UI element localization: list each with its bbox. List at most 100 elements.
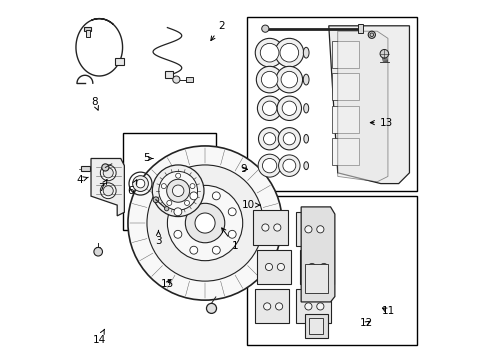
Bar <box>332 73 359 100</box>
Text: 8: 8 <box>91 97 98 110</box>
Circle shape <box>278 128 300 150</box>
Polygon shape <box>91 158 124 216</box>
FancyBboxPatch shape <box>255 289 289 323</box>
Circle shape <box>100 165 116 181</box>
Circle shape <box>316 303 323 310</box>
Text: 9: 9 <box>240 164 246 174</box>
Bar <box>81 166 89 171</box>
Text: 5: 5 <box>143 153 153 163</box>
FancyBboxPatch shape <box>296 289 330 323</box>
Bar <box>185 77 192 82</box>
Circle shape <box>94 247 102 256</box>
Bar <box>115 58 124 65</box>
FancyBboxPatch shape <box>296 212 330 246</box>
Circle shape <box>257 96 281 121</box>
Circle shape <box>316 226 323 233</box>
Text: 6: 6 <box>127 180 137 196</box>
Circle shape <box>308 264 315 271</box>
Circle shape <box>278 155 300 176</box>
FancyBboxPatch shape <box>253 211 287 244</box>
Circle shape <box>277 264 284 271</box>
Circle shape <box>304 303 311 310</box>
Circle shape <box>262 101 276 116</box>
Circle shape <box>167 185 242 261</box>
Circle shape <box>189 246 197 254</box>
FancyBboxPatch shape <box>300 250 333 284</box>
Circle shape <box>147 165 263 281</box>
Ellipse shape <box>303 104 308 113</box>
Circle shape <box>281 71 297 88</box>
Bar <box>308 318 323 334</box>
Bar <box>247 17 416 191</box>
Bar <box>247 196 416 345</box>
Circle shape <box>280 43 298 62</box>
Text: 4: 4 <box>76 175 88 185</box>
Ellipse shape <box>303 162 308 170</box>
Circle shape <box>172 76 180 83</box>
Circle shape <box>265 264 272 271</box>
Circle shape <box>228 230 236 238</box>
Circle shape <box>367 31 375 39</box>
Text: 2: 2 <box>210 21 224 41</box>
Circle shape <box>174 208 182 216</box>
Circle shape <box>261 224 268 231</box>
Circle shape <box>212 192 220 200</box>
Circle shape <box>132 176 148 192</box>
Circle shape <box>212 246 220 254</box>
Circle shape <box>273 224 280 231</box>
Circle shape <box>262 158 276 173</box>
Circle shape <box>261 25 268 32</box>
Ellipse shape <box>303 47 308 58</box>
Text: 1: 1 <box>221 228 238 251</box>
Bar <box>332 106 359 133</box>
Text: 15: 15 <box>161 279 174 289</box>
Text: 7: 7 <box>98 180 107 193</box>
Circle shape <box>161 184 166 189</box>
Circle shape <box>320 264 327 271</box>
Polygon shape <box>328 26 408 184</box>
Bar <box>304 315 327 338</box>
Bar <box>83 27 91 31</box>
Circle shape <box>174 230 182 238</box>
Ellipse shape <box>303 74 308 85</box>
Bar <box>304 264 327 293</box>
Circle shape <box>258 154 281 177</box>
Circle shape <box>103 168 113 178</box>
Circle shape <box>128 146 282 300</box>
Circle shape <box>261 71 277 88</box>
Text: 12: 12 <box>359 319 372 328</box>
Circle shape <box>103 186 113 196</box>
Circle shape <box>152 165 203 217</box>
Circle shape <box>189 192 197 200</box>
Circle shape <box>166 201 171 206</box>
Ellipse shape <box>303 134 308 143</box>
Circle shape <box>159 171 197 210</box>
Circle shape <box>166 179 189 202</box>
Circle shape <box>136 179 144 188</box>
Circle shape <box>260 43 278 62</box>
Circle shape <box>275 303 282 310</box>
FancyBboxPatch shape <box>257 250 290 284</box>
Text: 10: 10 <box>241 200 260 210</box>
Bar <box>86 30 89 37</box>
Polygon shape <box>301 207 334 302</box>
Circle shape <box>206 303 216 314</box>
Circle shape <box>283 133 295 145</box>
Circle shape <box>282 101 296 116</box>
Text: 13: 13 <box>369 118 392 128</box>
Bar <box>357 24 363 33</box>
Circle shape <box>195 213 215 233</box>
Bar <box>123 134 215 230</box>
Circle shape <box>276 66 302 93</box>
Circle shape <box>274 39 303 67</box>
Circle shape <box>263 133 275 145</box>
Circle shape <box>175 173 180 178</box>
Circle shape <box>172 185 183 197</box>
Circle shape <box>185 203 224 243</box>
Circle shape <box>255 39 284 67</box>
Circle shape <box>100 183 116 199</box>
Circle shape <box>153 197 159 203</box>
Polygon shape <box>337 31 387 182</box>
Text: 11: 11 <box>381 306 394 316</box>
Circle shape <box>256 66 282 93</box>
